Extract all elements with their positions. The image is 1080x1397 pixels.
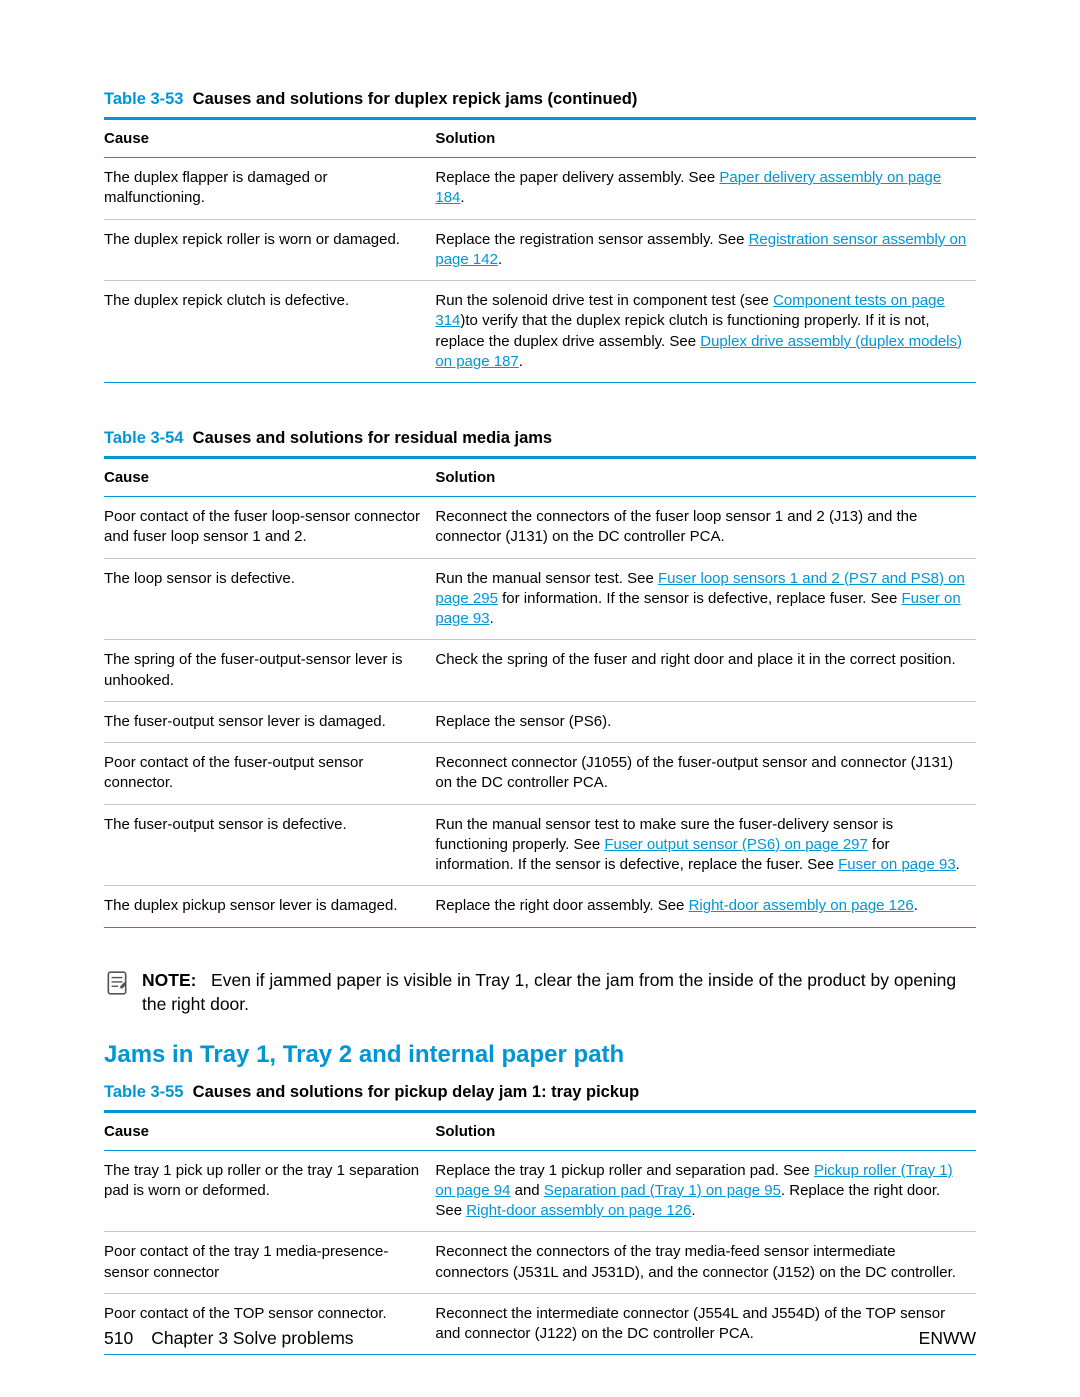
table-row: The fuser-output sensor lever is damaged… <box>104 701 976 742</box>
xref-link[interactable]: Fuser loop sensors 1 and 2 (PS7 and PS8)… <box>435 570 965 607</box>
table-number: Table 3-54 <box>104 429 183 447</box>
cause-cell: Poor contact of the fuser loop-sensor co… <box>104 497 435 559</box>
cause-cell: The spring of the fuser-output-sensor le… <box>104 640 435 702</box>
cause-cell: The loop sensor is defective. <box>104 558 435 640</box>
chapter-label: Chapter 3 Solve problems <box>151 1328 353 1349</box>
cause-cell: The duplex repick clutch is defective. <box>104 281 435 383</box>
solution-cell: Reconnect connector (J1055) of the fuser… <box>435 743 976 805</box>
xref-link[interactable]: Registration sensor assembly on page 142 <box>435 231 966 268</box>
page-footer: 510 Chapter 3 Solve problems ENWW <box>0 1328 1080 1349</box>
cause-cell: Poor contact of the fuser-output sensor … <box>104 743 435 805</box>
note-block: NOTE: Even if jammed paper is visible in… <box>104 968 976 1017</box>
page-number: 510 <box>104 1328 133 1349</box>
note-body: Even if jammed paper is visible in Tray … <box>142 970 956 1015</box>
table-caption-54: Table 3-54 Causes and solutions for resi… <box>104 429 976 448</box>
cause-cell: The fuser-output sensor is defective. <box>104 804 435 886</box>
table-caption-55: Table 3-55 Causes and solutions for pick… <box>104 1083 976 1102</box>
table-title: Causes and solutions for pickup delay ja… <box>193 1083 640 1101</box>
table-caption-53: Table 3-53 Causes and solutions for dupl… <box>104 90 976 109</box>
table-row: The duplex pickup sensor lever is damage… <box>104 886 976 927</box>
col-header-solution: Solution <box>435 1111 976 1150</box>
col-header-cause: Cause <box>104 1111 435 1150</box>
table-row: The duplex repick roller is worn or dama… <box>104 219 976 281</box>
table-number: Table 3-53 <box>104 90 183 108</box>
xref-link[interactable]: Paper delivery assembly on page 184 <box>435 169 941 206</box>
table-row: The tray 1 pick up roller or the tray 1 … <box>104 1150 976 1232</box>
cause-cell: The duplex flapper is damaged or malfunc… <box>104 158 435 220</box>
solution-cell: Run the manual sensor test. See Fuser lo… <box>435 558 976 640</box>
table-55: Cause Solution The tray 1 pick up roller… <box>104 1110 976 1356</box>
xref-link[interactable]: Component tests on page 314 <box>435 292 945 329</box>
cause-cell: The tray 1 pick up roller or the tray 1 … <box>104 1150 435 1232</box>
xref-link[interactable]: Right-door assembly on page 126 <box>689 897 914 914</box>
cause-cell: The duplex pickup sensor lever is damage… <box>104 886 435 927</box>
solution-cell: Replace the right door assembly. See Rig… <box>435 886 976 927</box>
col-header-solution: Solution <box>435 458 976 497</box>
col-header-cause: Cause <box>104 119 435 158</box>
solution-cell: Replace the sensor (PS6). <box>435 701 976 742</box>
xref-link[interactable]: Separation pad (Tray 1) on page 95 <box>544 1182 781 1199</box>
table-title: Causes and solutions for residual media … <box>193 429 552 447</box>
col-header-cause: Cause <box>104 458 435 497</box>
solution-cell: Run the manual sensor test to make sure … <box>435 804 976 886</box>
table-row: Poor contact of the tray 1 media-presenc… <box>104 1232 976 1294</box>
table-row: Poor contact of the fuser loop-sensor co… <box>104 497 976 559</box>
xref-link[interactable]: Duplex drive assembly (duplex models) on… <box>435 333 962 370</box>
solution-cell: Reconnect the connectors of the fuser lo… <box>435 497 976 559</box>
solution-cell: Replace the paper delivery assembly. See… <box>435 158 976 220</box>
solution-cell: Run the solenoid drive test in component… <box>435 281 976 383</box>
solution-cell: Replace the registration sensor assembly… <box>435 219 976 281</box>
section-heading: Jams in Tray 1, Tray 2 and internal pape… <box>104 1041 976 1069</box>
table-number: Table 3-55 <box>104 1083 183 1101</box>
table-row: The loop sensor is defective.Run the man… <box>104 558 976 640</box>
cause-cell: Poor contact of the tray 1 media-presenc… <box>104 1232 435 1294</box>
col-header-solution: Solution <box>435 119 976 158</box>
solution-cell: Check the spring of the fuser and right … <box>435 640 976 702</box>
xref-link[interactable]: Fuser on page 93 <box>435 590 960 627</box>
cause-cell: The duplex repick roller is worn or dama… <box>104 219 435 281</box>
table-title: Causes and solutions for duplex repick j… <box>193 90 638 108</box>
xref-link[interactable]: Fuser output sensor (PS6) on page 297 <box>604 836 868 853</box>
solution-cell: Reconnect the connectors of the tray med… <box>435 1232 976 1294</box>
table-row: The duplex flapper is damaged or malfunc… <box>104 158 976 220</box>
cause-cell: The fuser-output sensor lever is damaged… <box>104 701 435 742</box>
xref-link[interactable]: Right-door assembly on page 126 <box>466 1202 691 1219</box>
table-54: Cause Solution Poor contact of the fuser… <box>104 456 976 928</box>
table-row: Poor contact of the fuser-output sensor … <box>104 743 976 805</box>
note-icon <box>104 970 130 996</box>
table-row: The fuser-output sensor is defective.Run… <box>104 804 976 886</box>
table-row: The duplex repick clutch is defective.Ru… <box>104 281 976 383</box>
table-row: The spring of the fuser-output-sensor le… <box>104 640 976 702</box>
note-label: NOTE: <box>142 970 196 990</box>
table-53: Cause Solution The duplex flapper is dam… <box>104 117 976 383</box>
footer-mark: ENWW <box>919 1328 976 1349</box>
xref-link[interactable]: Fuser on page 93 <box>838 856 956 873</box>
note-text: NOTE: Even if jammed paper is visible in… <box>142 968 976 1017</box>
solution-cell: Replace the tray 1 pickup roller and sep… <box>435 1150 976 1232</box>
